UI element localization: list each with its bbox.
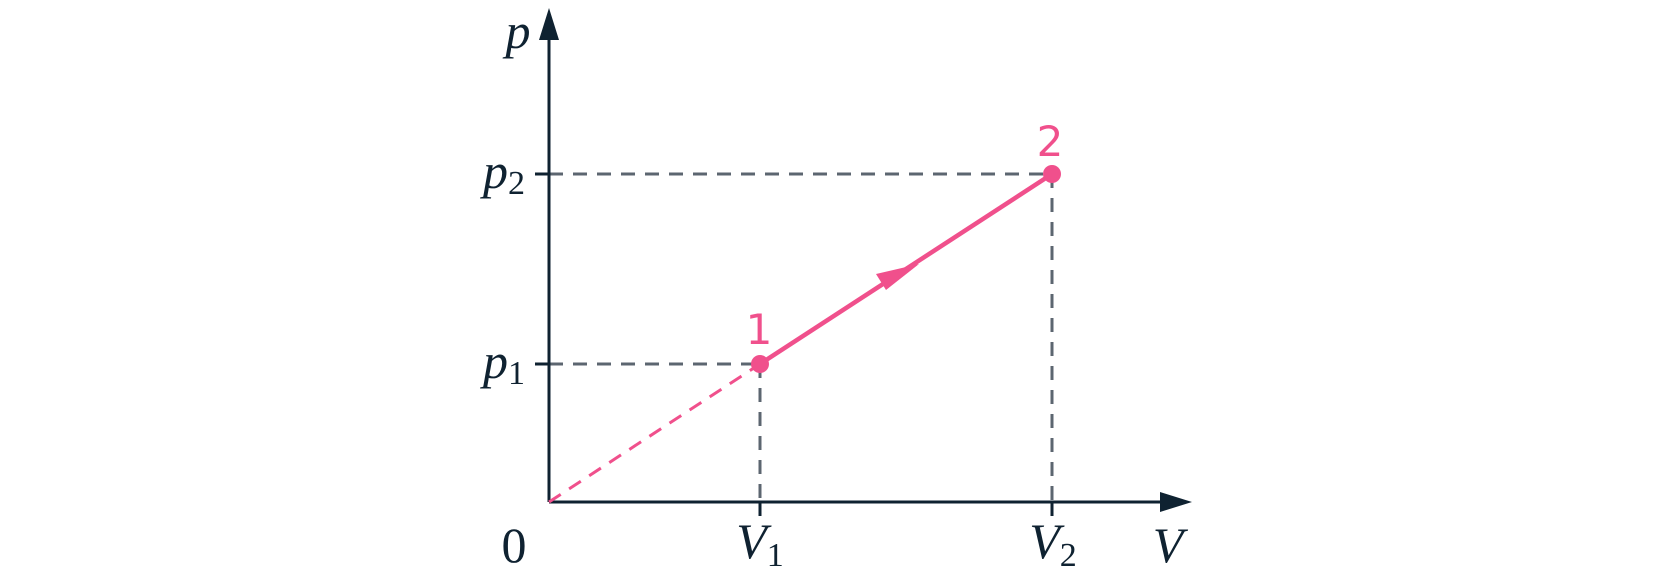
p1-label: p1 — [480, 333, 525, 392]
symbol: V — [1029, 513, 1065, 569]
point-label: 2 — [1037, 117, 1064, 166]
v2-label: V2 — [1029, 513, 1077, 574]
point-label: 1 — [746, 305, 773, 354]
subscript: 1 — [767, 537, 784, 574]
subscript: 2 — [508, 165, 525, 202]
extrapolation — [548, 362, 761, 504]
state-point — [751, 355, 769, 373]
symbol: V — [736, 513, 772, 569]
symbol: p — [480, 143, 508, 199]
y-axis-label: p — [503, 3, 531, 59]
subscript: 1 — [508, 355, 525, 392]
y-arrow — [539, 8, 559, 40]
symbol: p — [480, 333, 508, 389]
origin-label: 0 — [502, 517, 527, 573]
x-axis-label: V — [1153, 517, 1189, 573]
state-point — [1043, 165, 1061, 183]
x-arrow — [1160, 492, 1192, 512]
v1-label: V1 — [736, 513, 784, 574]
guides — [549, 172, 1054, 502]
axes — [535, 30, 1170, 516]
p2-label: p2 — [480, 143, 525, 202]
subscript: 2 — [1060, 537, 1077, 574]
direction-arrow — [876, 264, 919, 290]
